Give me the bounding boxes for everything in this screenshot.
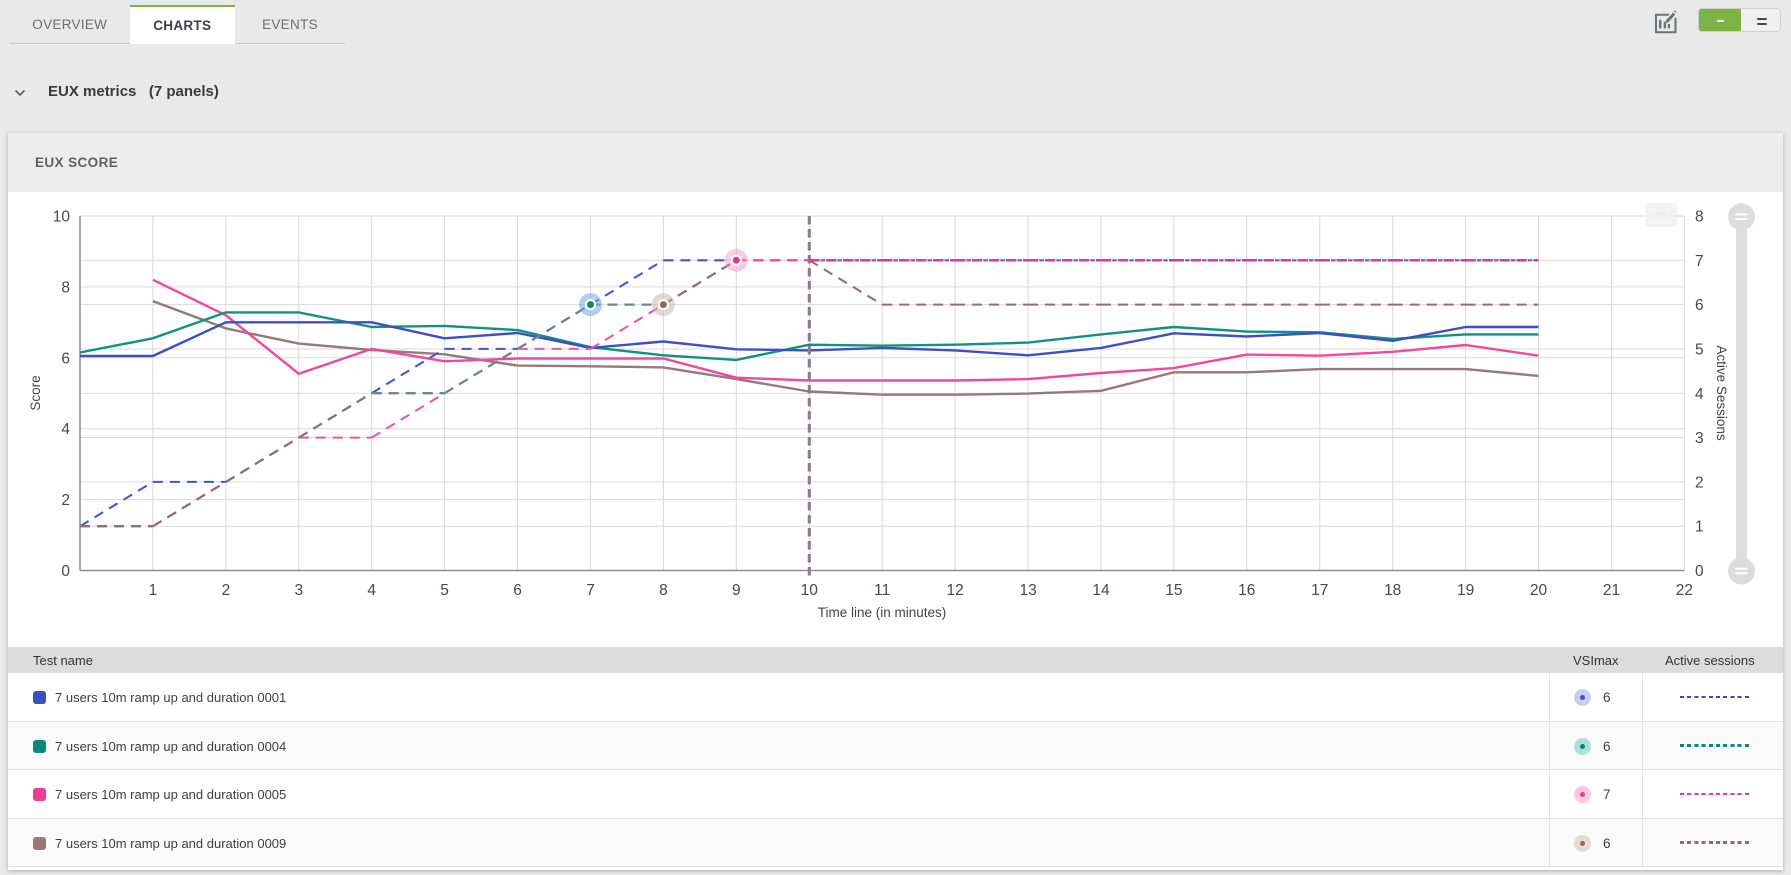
svg-text:0: 0 [61,563,70,580]
svg-text:10: 10 [53,209,71,226]
svg-text:16: 16 [1238,582,1255,599]
svg-text:1: 1 [149,582,158,599]
svg-text:Score: Score [28,375,43,410]
svg-text:4: 4 [367,582,376,599]
svg-text:3: 3 [294,582,303,599]
svg-text:12: 12 [946,582,963,599]
svg-text:10: 10 [801,582,819,599]
svg-text:2: 2 [1695,474,1704,491]
svg-text:13: 13 [1019,582,1036,599]
svg-text:4: 4 [1695,386,1704,403]
svg-text:2: 2 [222,582,231,599]
svg-text:2: 2 [61,492,70,509]
svg-text:17: 17 [1311,582,1328,599]
svg-text:3: 3 [1695,430,1704,447]
svg-text:Time line (in minutes): Time line (in minutes) [818,605,947,620]
svg-text:9: 9 [732,582,741,599]
svg-text:8: 8 [659,582,668,599]
svg-text:20: 20 [1530,582,1548,599]
svg-text:18: 18 [1384,582,1401,599]
svg-text:4: 4 [61,421,70,438]
svg-text:7: 7 [586,582,595,599]
svg-text:7: 7 [1695,253,1704,270]
svg-text:11: 11 [874,582,890,599]
svg-text:...: ... [1656,205,1665,217]
svg-text:22: 22 [1676,582,1693,599]
svg-text:Active Sessions: Active Sessions [1714,345,1729,441]
svg-text:15: 15 [1165,582,1182,599]
svg-text:6: 6 [513,582,522,599]
svg-text:6: 6 [61,350,70,367]
svg-text:5: 5 [440,582,449,599]
svg-text:21: 21 [1603,582,1620,599]
svg-text:14: 14 [1092,582,1110,599]
svg-text:8: 8 [61,279,70,296]
svg-text:5: 5 [1695,341,1704,358]
svg-text:0: 0 [1695,563,1704,580]
svg-text:6: 6 [1695,297,1704,314]
svg-text:19: 19 [1457,582,1474,599]
svg-text:8: 8 [1695,209,1704,226]
svg-text:1: 1 [1695,519,1704,536]
